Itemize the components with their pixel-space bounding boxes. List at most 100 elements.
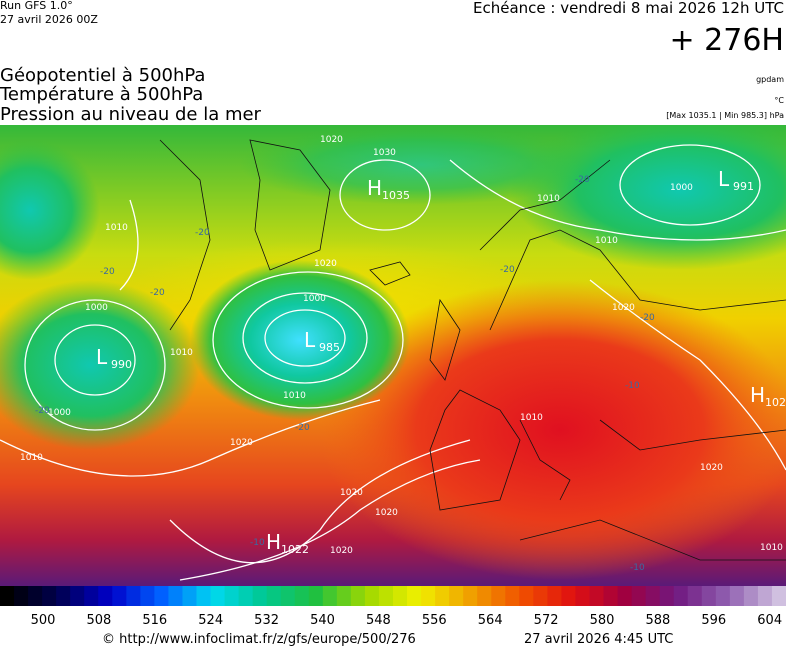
colorbar-swatch (449, 586, 464, 606)
isotherm-label: -10 (630, 563, 645, 573)
colorbar-swatch (70, 586, 85, 606)
colorbar-swatch (603, 586, 619, 606)
colorbar-swatch (308, 586, 324, 606)
colorbar-swatch (421, 586, 436, 606)
isobar-label: 1010 (760, 543, 783, 553)
colorbar-swatch (463, 586, 478, 606)
center-letter: L (718, 167, 730, 191)
colorbar-label: 588 (645, 613, 670, 628)
colorbar-swatch (533, 586, 548, 606)
colorbar-label: 540 (310, 613, 335, 628)
colorbar-swatch (182, 586, 197, 606)
colorbar-swatch (350, 586, 366, 606)
colorbar-swatch (407, 586, 422, 606)
colorbar-swatch (701, 586, 717, 606)
colorbar-swatch (154, 586, 169, 606)
lead-time: + 276H (670, 23, 785, 58)
colorbar-swatch (659, 586, 675, 606)
colorbar-swatch (491, 586, 506, 606)
colorbar-swatch (631, 586, 647, 606)
colorbar-swatch (0, 586, 15, 606)
colorbar-swatch (589, 586, 605, 606)
field-title: Pression au niveau de la mer (0, 104, 262, 125)
colorbar-swatch (364, 586, 380, 606)
isobar-label: 1020 (314, 259, 337, 269)
colorbar-swatch (322, 586, 338, 606)
colorbar-label: 532 (254, 613, 279, 628)
isobar-label: 1000 (303, 294, 326, 304)
isobar-label: 1000 (85, 303, 108, 313)
colorbar-swatch (561, 586, 576, 606)
colorbar-swatch (743, 586, 759, 606)
colorbar-swatch (280, 586, 296, 606)
colorbar-swatch (196, 586, 212, 606)
colorbar-label: 508 (86, 613, 111, 628)
center-value: 1035 (382, 189, 410, 202)
colorbar-label: 572 (534, 613, 559, 628)
isobar-label: 1020 (612, 303, 635, 313)
isotherm-label: -20 (100, 267, 115, 277)
colorbar-label: 524 (198, 613, 223, 628)
colorbar-swatch (336, 586, 352, 606)
colorbar-swatch (294, 586, 310, 606)
colorbar-swatch (238, 586, 254, 606)
center-value: 102 (765, 396, 786, 409)
isobar-label: 1000 (670, 183, 693, 193)
colorbar-swatch (547, 586, 562, 606)
center-value: 990 (111, 358, 132, 371)
isobar-label: 1010 (105, 223, 128, 233)
colorbar-swatch (28, 586, 43, 606)
unit: [Max 1035.1 | Min 985.3] hPa (666, 111, 784, 120)
colorbar-swatch (715, 586, 731, 606)
center-letter: L (304, 328, 316, 352)
isotherm-label: -10 (250, 538, 265, 548)
coastlines (159, 139, 786, 561)
isobar-label: 1010 (283, 391, 306, 401)
isotherm-label: -20 (500, 265, 515, 275)
isobars (0, 144, 786, 581)
isobar-label: 1020 (340, 488, 363, 498)
center-letter: H (750, 383, 765, 407)
colorbar-swatch (14, 586, 29, 606)
colorbar-swatch (393, 586, 408, 606)
field-title: Géopotentiel à 500hPa (0, 65, 205, 86)
colorbar-swatch (617, 586, 633, 606)
colorbar-label: 564 (478, 613, 503, 628)
center-value: 1022 (281, 543, 309, 556)
colorbar-swatch (210, 586, 226, 606)
colorbar-swatch (126, 586, 141, 606)
isotherm-label: -20 (35, 406, 50, 416)
colorbar-swatch (224, 586, 240, 606)
colorbar-label: 580 (590, 613, 615, 628)
colorbar: 500 508 516 524 532 540 548 556 564 572 580 588 596 6… (0, 586, 786, 628)
valid-time: Echéance : vendredi 8 mai 2026 12h UTC (473, 0, 784, 17)
run-date: 27 avril 2026 00Z (0, 13, 98, 26)
isotherm-label: -20 (150, 288, 165, 298)
center-letter: H (367, 176, 382, 200)
isobar-label: 1010 (520, 413, 543, 423)
colorbar-label: 548 (366, 613, 391, 628)
colorbar-swatch (505, 586, 520, 606)
colorbar-swatch (56, 586, 71, 606)
colorbar-label: 596 (701, 613, 726, 628)
colorbar-swatch (645, 586, 661, 606)
isotherm-label: -20 (575, 175, 590, 185)
run: Run GFS 1.0° (0, 0, 73, 12)
colorbar-swatch (266, 586, 282, 606)
colorbar-swatch (575, 586, 590, 606)
colorbar-swatch (112, 586, 127, 606)
colorbar-swatch (378, 586, 394, 606)
isobar-label: 1010 (170, 348, 193, 358)
isobar-label: 1000 (48, 408, 71, 418)
colorbar-label: 516 (142, 613, 167, 628)
isobar-label: 1020 (700, 463, 723, 473)
unit: gpdam (756, 75, 784, 84)
colorbar-swatch (519, 586, 534, 606)
colorbar-swatch (729, 586, 745, 606)
isotherm-label: -10 (625, 381, 640, 391)
isotherm-label: -20 (640, 313, 655, 323)
center-value: 991 (733, 180, 754, 193)
unit: °C (774, 96, 784, 105)
colorbar-label: 556 (422, 613, 447, 628)
